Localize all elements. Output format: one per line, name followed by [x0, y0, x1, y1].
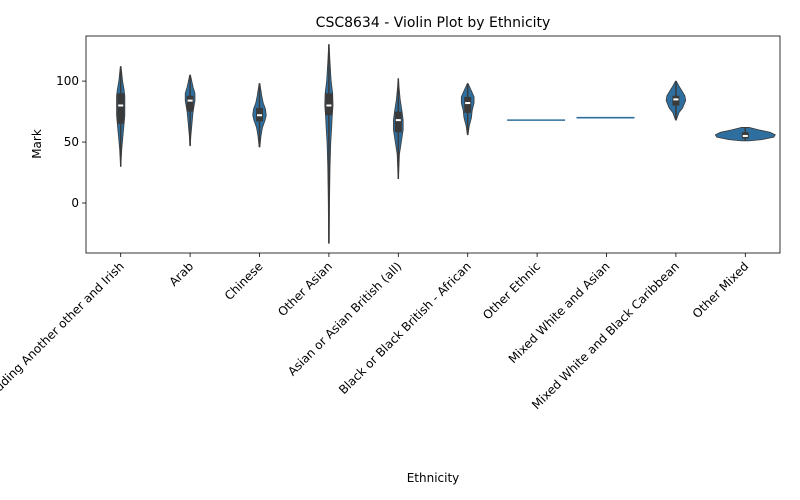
y-axis-label: Mark [30, 129, 44, 159]
x-axis-label: Ethnicity [407, 471, 460, 485]
y-tick-label: 50 [64, 135, 79, 149]
violin [324, 44, 334, 244]
x-tick-label: Other Mixed [690, 259, 752, 321]
violin-median [465, 102, 471, 105]
violin [184, 74, 196, 147]
x-axis: White including Another other and Irish A… [0, 253, 751, 436]
violin [665, 80, 687, 121]
y-tick-label: 0 [71, 196, 79, 210]
x-tick-label: Other Asian [275, 259, 335, 319]
y-tick-label: 100 [56, 74, 79, 88]
violin [460, 83, 475, 136]
violin-median [187, 99, 193, 102]
x-tick-label: Chinese [222, 259, 266, 303]
violin-median [742, 134, 748, 137]
violin-series [116, 44, 776, 244]
y-axis: 0 50 100 [56, 74, 86, 210]
violin-median [673, 98, 679, 101]
chart-title: CSC8634 - Violin Plot by Ethnicity [316, 15, 551, 31]
violin [714, 127, 776, 142]
violin-iqr-box [672, 95, 680, 106]
x-tick-label: Arab [166, 259, 196, 289]
violin [393, 78, 404, 180]
violin-median [326, 104, 332, 107]
violin-median [118, 104, 124, 107]
x-tick-label: Other Ethnic [480, 259, 543, 322]
x-tick-label: White including Another other and Irish [0, 259, 127, 436]
x-tick-label: Mixed White and Black Caribbean [529, 259, 682, 412]
violin-median [257, 114, 262, 117]
violin-iqr-box [394, 111, 402, 133]
violin-iqr-box [464, 96, 472, 113]
plot-frame [85, 35, 781, 254]
violin-median [395, 119, 401, 122]
x-tick-label: Black or Black British - African [336, 259, 474, 397]
violin-iqr-box [325, 93, 333, 116]
violin-iqr-box [186, 95, 194, 112]
violin-iqr-box [117, 93, 125, 124]
x-tick-label: Asian or Asian British (all) [285, 259, 404, 378]
violin [116, 66, 126, 167]
violin [252, 83, 267, 148]
